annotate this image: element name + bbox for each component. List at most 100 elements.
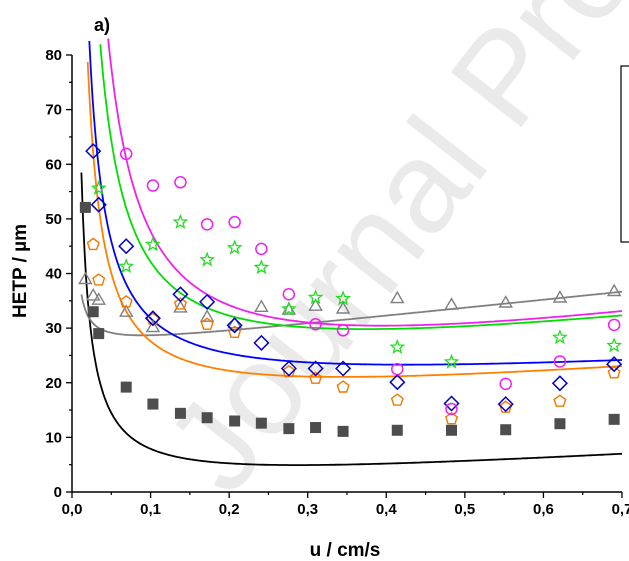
x-tick-label: 0,4 <box>376 501 398 518</box>
data-point-s1-0 <box>78 271 93 285</box>
y-tick-label: 80 <box>45 47 62 64</box>
data-point-s0-13 <box>446 424 457 436</box>
fit-curve-5 <box>107 38 623 327</box>
data-point-s3-13 <box>497 396 514 413</box>
data-point-s3-7 <box>253 334 270 351</box>
fit-curve-4 <box>99 44 623 330</box>
y-tick-label: 50 <box>45 211 62 228</box>
data-point-s5-8 <box>336 324 350 337</box>
data-point-s1-10 <box>308 298 323 311</box>
data-point-s0-3 <box>120 381 132 393</box>
data-point-s0-10 <box>310 422 322 434</box>
axes: 0,0 0,1 0,2 0,3 0,4 0,5 0,6 0,7 0 10 20 30 40 50 60 70 8… <box>45 47 629 518</box>
x-tick-label: 0,3 <box>297 501 318 518</box>
data-point-s1-14 <box>498 295 514 308</box>
data-point-s0-4 <box>147 398 159 410</box>
data-point-s1-12 <box>389 290 405 304</box>
data-point-s4-0 <box>90 180 107 195</box>
data-point-s1-5 <box>173 299 188 313</box>
data-point-s3-5 <box>199 293 216 310</box>
y-tick-label: 0 <box>54 484 62 501</box>
data-point-s2-8 <box>309 371 323 384</box>
data-point-s3-8 <box>280 360 297 377</box>
data-point-s5-3 <box>200 218 214 231</box>
data-point-s2-14 <box>607 366 621 379</box>
data-point-s4-7 <box>281 300 297 316</box>
fit-curve-2 <box>86 61 622 378</box>
data-point-s5-6 <box>282 288 296 301</box>
y-tick-label: 40 <box>45 266 62 283</box>
data-point-s1-13 <box>444 297 459 310</box>
data-point-s5-2 <box>174 176 187 189</box>
data-point-s2-0 <box>86 237 100 251</box>
fit-curves <box>80 38 623 466</box>
x-tick-label: 0,5 <box>454 501 475 518</box>
data-point-s5-5 <box>255 242 268 256</box>
data-point-s2-10 <box>390 393 404 406</box>
data-point-s3-2 <box>118 238 135 255</box>
data-point-s2-11 <box>444 411 459 425</box>
y-tick-label: 10 <box>45 429 62 446</box>
x-tick-label: 0,6 <box>533 501 554 518</box>
data-point-s0-14 <box>500 424 512 436</box>
data-point-s0-6 <box>201 412 213 424</box>
data-point-s4-3 <box>172 213 189 229</box>
data-point-s0-15 <box>554 418 566 430</box>
panel-label: a) <box>94 15 110 35</box>
data-point-s4-10 <box>389 338 406 354</box>
y-tick-label: 60 <box>45 156 62 173</box>
data-point-s5-7 <box>309 318 322 331</box>
data-point-s1-16 <box>606 283 622 297</box>
x-axis-title: u / cm/s <box>310 540 381 561</box>
data-point-s5-0 <box>119 147 133 161</box>
data-point-s0-9 <box>283 423 295 435</box>
data-point-s5-1 <box>146 179 160 192</box>
data-point-s0-16 <box>608 413 620 425</box>
data-point-s4-9 <box>335 290 352 306</box>
data-point-s3-1 <box>90 196 107 213</box>
data-point-s1-11 <box>335 301 351 314</box>
data-point-s2-7 <box>282 364 296 378</box>
data-point-s3-12 <box>443 395 460 412</box>
data-point-s1-15 <box>552 290 568 303</box>
data-point-s2-12 <box>499 400 513 413</box>
data-point-s4-1 <box>118 258 135 274</box>
data-point-s2-1 <box>92 273 106 286</box>
data-point-s1-2 <box>91 292 107 305</box>
data-point-s3-4 <box>172 286 189 303</box>
data-point-s4-5 <box>226 239 243 255</box>
data-point-s5-10 <box>445 402 458 416</box>
data-point-s4-4 <box>199 251 216 267</box>
data-point-s3-0 <box>85 143 102 160</box>
data-point-s3-3 <box>144 310 161 327</box>
data-point-s0-5 <box>174 407 186 419</box>
data-point-s3-11 <box>389 374 406 391</box>
data-point-s3-6 <box>226 317 243 334</box>
data-point-s0-0 <box>79 201 91 213</box>
data-point-s1-1 <box>85 287 101 301</box>
x-tick-label: 0,7 <box>612 501 629 518</box>
data-point-s0-11 <box>337 425 349 437</box>
data-points <box>78 143 623 437</box>
data-point-s2-2 <box>119 295 133 308</box>
data-point-s1-8 <box>254 299 269 312</box>
fit-curve-0 <box>80 172 622 466</box>
data-point-s2-13 <box>553 394 567 407</box>
data-point-s4-2 <box>144 236 161 252</box>
data-point-s5-4 <box>228 215 241 229</box>
fit-curve-3 <box>88 40 622 366</box>
data-point-s4-13 <box>606 337 622 353</box>
watermark-text: Journal Pre-proof <box>137 0 629 517</box>
y-tick-label: 30 <box>45 320 62 337</box>
legend-box <box>620 65 629 243</box>
data-point-s1-6 <box>199 309 215 322</box>
data-point-s2-9 <box>336 380 350 393</box>
x-tick-label: 0,1 <box>140 501 161 518</box>
data-point-s1-3 <box>118 304 134 317</box>
data-point-s4-12 <box>551 329 568 345</box>
y-tick-label: 20 <box>45 375 62 392</box>
x-tick-label: 0,0 <box>62 501 83 518</box>
data-point-s3-14 <box>551 375 568 392</box>
data-point-s4-8 <box>307 289 324 305</box>
